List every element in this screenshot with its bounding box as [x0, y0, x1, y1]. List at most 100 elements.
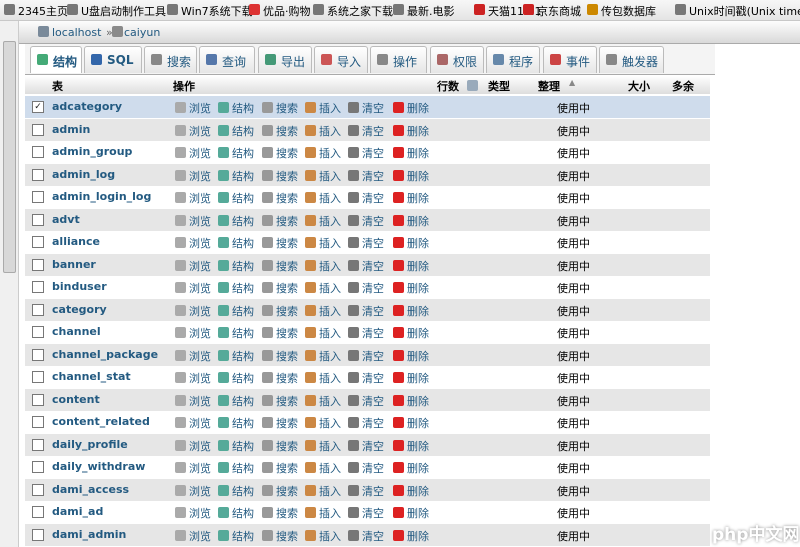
- action-link[interactable]: 清空: [362, 327, 384, 340]
- table-name[interactable]: adcategory: [52, 100, 122, 113]
- action-link[interactable]: 清空: [362, 439, 384, 453]
- action-link[interactable]: 清空: [362, 304, 384, 318]
- action-link[interactable]: 浏览: [189, 484, 211, 498]
- action-link[interactable]: 浏览: [189, 214, 211, 228]
- table-name[interactable]: admin: [52, 122, 91, 136]
- action-link[interactable]: 删除: [407, 484, 429, 498]
- action-link[interactable]: 搜索: [276, 102, 298, 115]
- action-link[interactable]: 结构: [232, 529, 254, 543]
- action-link[interactable]: 清空: [362, 102, 384, 115]
- action-link[interactable]: 搜索: [276, 529, 298, 543]
- tab-label[interactable]: 操作: [393, 55, 418, 69]
- checkbox[interactable]: [32, 326, 44, 338]
- action-link[interactable]: 搜索: [276, 192, 298, 205]
- action-link[interactable]: 搜索: [276, 169, 298, 183]
- action-link[interactable]: 搜索: [276, 327, 298, 340]
- action-link[interactable]: 插入: [319, 259, 341, 273]
- action-link[interactable]: 浏览: [189, 192, 211, 205]
- action-link[interactable]: 结构: [232, 484, 254, 498]
- table-name[interactable]: channel: [52, 325, 101, 338]
- bookmark[interactable]: 优品·购物: [263, 5, 311, 18]
- action-link[interactable]: 删除: [407, 462, 429, 475]
- action-link[interactable]: 结构: [232, 147, 254, 160]
- action-link[interactable]: 清空: [362, 349, 384, 363]
- action-link[interactable]: 浏览: [189, 439, 211, 453]
- bookmark[interactable]: 传包数据库: [601, 5, 656, 18]
- bookmark[interactable]: 京东商城: [537, 5, 581, 18]
- checkbox[interactable]: [32, 348, 44, 361]
- checkbox[interactable]: [32, 236, 44, 248]
- action-link[interactable]: 清空: [362, 214, 384, 228]
- table-name[interactable]: advt: [52, 212, 80, 226]
- action-link[interactable]: 浏览: [189, 417, 211, 430]
- action-link[interactable]: 结构: [232, 507, 254, 520]
- action-link[interactable]: 删除: [407, 529, 429, 543]
- action-link[interactable]: 插入: [319, 102, 341, 115]
- action-link[interactable]: 清空: [362, 372, 384, 385]
- action-link[interactable]: 浏览: [189, 349, 211, 363]
- tab-label[interactable]: 导出: [281, 55, 306, 69]
- action-link[interactable]: 插入: [319, 462, 341, 475]
- action-link[interactable]: 搜索: [276, 507, 298, 520]
- action-link[interactable]: 结构: [232, 214, 254, 228]
- table-name[interactable]: admin_group: [52, 145, 133, 158]
- bookmark[interactable]: Win7系统下载: [181, 5, 253, 18]
- action-link[interactable]: 浏览: [189, 462, 211, 475]
- action-link[interactable]: 搜索: [276, 462, 298, 475]
- action-link[interactable]: 结构: [232, 237, 254, 250]
- action-link[interactable]: 浏览: [189, 372, 211, 385]
- action-link[interactable]: 结构: [232, 259, 254, 273]
- column-header[interactable]: 多余: [672, 80, 694, 93]
- action-link[interactable]: 删除: [407, 327, 429, 340]
- action-link[interactable]: 清空: [362, 237, 384, 250]
- checkbox[interactable]: [32, 123, 44, 136]
- checkbox[interactable]: [32, 191, 44, 203]
- action-link[interactable]: 清空: [362, 484, 384, 498]
- action-link[interactable]: 删除: [407, 169, 429, 183]
- action-link[interactable]: 浏览: [189, 282, 211, 295]
- action-link[interactable]: 结构: [232, 462, 254, 475]
- tab-label[interactable]: 程序: [509, 55, 534, 69]
- action-link[interactable]: 插入: [319, 417, 341, 430]
- tab-label[interactable]: 触发器: [622, 55, 659, 69]
- table-name[interactable]: content_related: [52, 415, 150, 428]
- action-link[interactable]: 插入: [319, 327, 341, 340]
- action-link[interactable]: 清空: [362, 192, 384, 205]
- action-link[interactable]: 删除: [407, 439, 429, 453]
- action-link[interactable]: 删除: [407, 147, 429, 160]
- action-link[interactable]: 浏览: [189, 507, 211, 520]
- tab-label[interactable]: 事件: [566, 55, 591, 69]
- table-name[interactable]: binduser: [52, 280, 107, 293]
- action-link[interactable]: 搜索: [276, 237, 298, 250]
- action-link[interactable]: 删除: [407, 394, 429, 408]
- checkbox[interactable]: [32, 213, 44, 226]
- action-link[interactable]: 删除: [407, 214, 429, 228]
- action-link[interactable]: 结构: [232, 102, 254, 115]
- tab-label[interactable]: 权限: [453, 55, 478, 69]
- action-link[interactable]: 浏览: [189, 102, 211, 115]
- action-link[interactable]: 插入: [319, 169, 341, 183]
- action-link[interactable]: 插入: [319, 282, 341, 295]
- action-link[interactable]: 浏览: [189, 147, 211, 160]
- tab-label[interactable]: 导入: [337, 55, 362, 69]
- action-link[interactable]: 结构: [232, 439, 254, 453]
- action-link[interactable]: 插入: [319, 439, 341, 453]
- action-link[interactable]: 浏览: [189, 394, 211, 408]
- action-link[interactable]: 结构: [232, 304, 254, 318]
- table-name[interactable]: content: [52, 392, 100, 406]
- action-link[interactable]: 删除: [407, 372, 429, 385]
- table-name[interactable]: admin_log: [52, 167, 116, 181]
- bookmark[interactable]: Unix时间戳(Unix time...: [689, 5, 800, 18]
- action-link[interactable]: 浏览: [189, 124, 211, 138]
- action-link[interactable]: 搜索: [276, 349, 298, 363]
- table-name[interactable]: admin_login_log: [52, 190, 152, 203]
- action-link[interactable]: 搜索: [276, 282, 298, 295]
- action-link[interactable]: 删除: [407, 282, 429, 295]
- action-link[interactable]: 清空: [362, 529, 384, 543]
- action-link[interactable]: 清空: [362, 124, 384, 138]
- action-link[interactable]: 结构: [232, 417, 254, 430]
- bookmark[interactable]: 系统之家下载: [327, 5, 393, 18]
- action-link[interactable]: 清空: [362, 507, 384, 520]
- table-name[interactable]: channel_stat: [52, 370, 131, 383]
- action-link[interactable]: 搜索: [276, 372, 298, 385]
